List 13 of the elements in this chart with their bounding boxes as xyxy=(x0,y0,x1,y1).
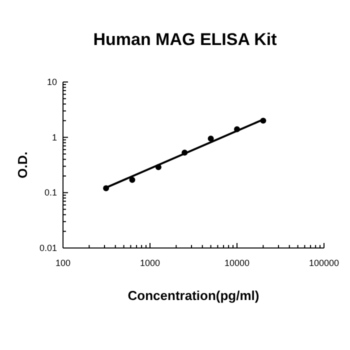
x-tick-label: 100000 xyxy=(308,258,340,268)
x-tick-label: 10000 xyxy=(224,258,250,268)
x-axis-title: Concentration(pg/ml) xyxy=(128,288,260,303)
x-tick-label: 100 xyxy=(55,258,71,268)
y-tick-label: 0.01 xyxy=(39,243,57,253)
y-tick-label: 10 xyxy=(46,77,57,87)
chart-title: Human MAG ELISA Kit xyxy=(93,30,278,49)
x-tick-label: 1000 xyxy=(140,258,160,268)
y-axis-title: O.D. xyxy=(15,152,30,178)
point xyxy=(208,136,214,142)
y-tick-label: 0.1 xyxy=(44,188,57,198)
y-tick-label: 1 xyxy=(52,132,57,142)
point xyxy=(129,176,136,183)
